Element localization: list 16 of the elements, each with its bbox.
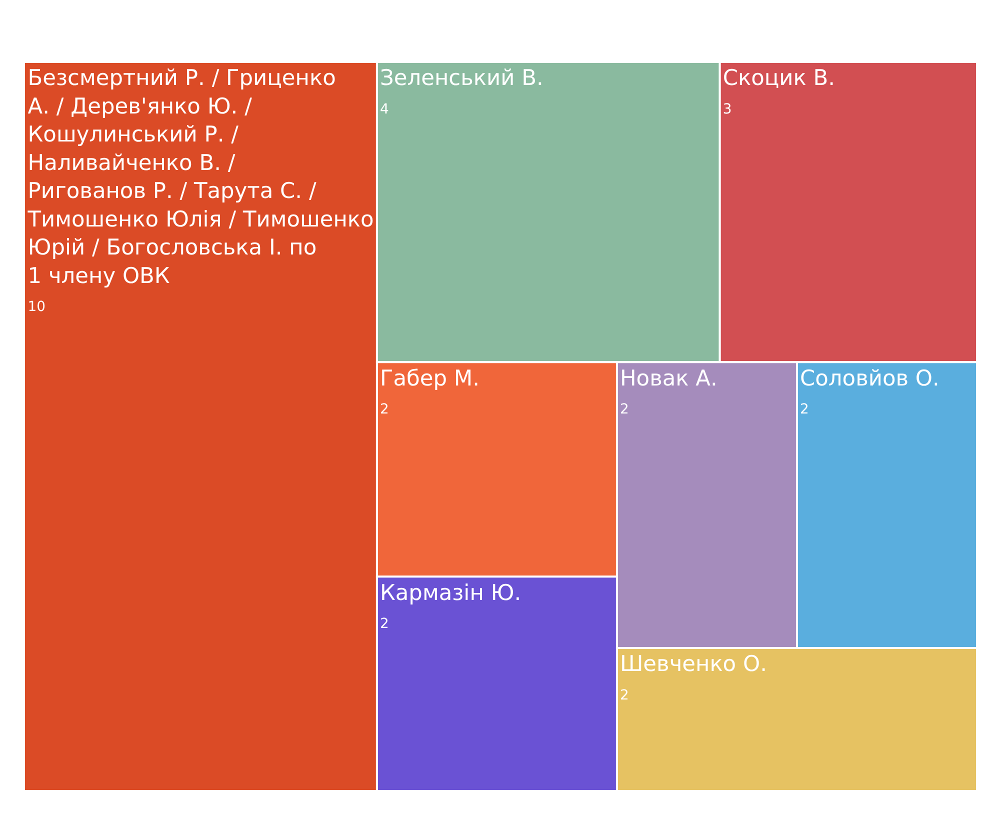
category-label: Кармазін Ю. (380, 580, 522, 606)
data-label: 3 (722, 101, 732, 118)
category-label: Скоцик В. (722, 66, 836, 92)
data-label: 2 (380, 402, 389, 418)
category-label: Зеленський В. (380, 66, 544, 92)
category-label: Соловйов О. (800, 366, 940, 392)
category-label: Габер М. (380, 366, 480, 392)
data-label: 2 (380, 616, 389, 632)
data-label: 2 (620, 402, 629, 418)
data-label: 2 (620, 687, 629, 704)
data-label: 2 (800, 402, 809, 418)
category-label: Безсмертний Р. / Гриценко А. / Дерев'янко Ю. / Кошулинський Р. / Наливайченко В. / Ригованов Р. / Тарута С. / Тимошенко Юлія / Тимошенко Юрій / Богословська І. по 1 члену ОВК (26, 66, 374, 289)
category-label: Новак А. (620, 366, 718, 392)
data-label: 4 (380, 101, 389, 118)
data-label: 10 (28, 298, 46, 315)
category-label: Шевченко О. (620, 652, 767, 678)
